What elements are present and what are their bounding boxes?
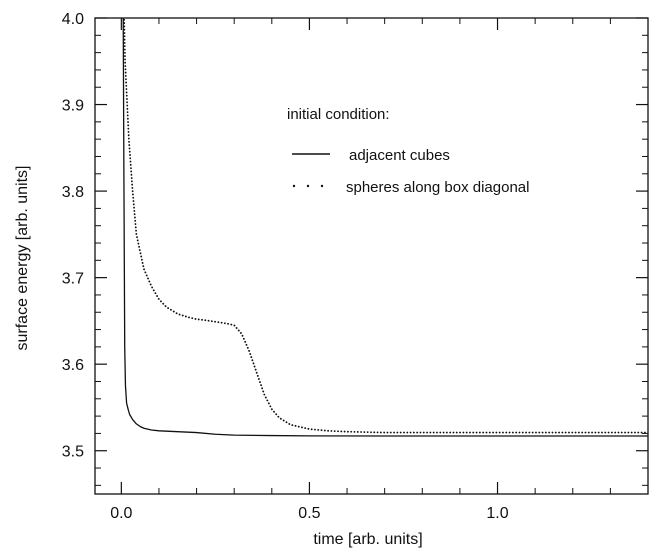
legend-label-adjacent-cubes: adjacent cubes: [349, 147, 450, 164]
minor-ticks: [95, 18, 649, 494]
legend-swatch-spheres: [292, 184, 324, 188]
series-line-spheres-along-box-diagonal: [123, 18, 648, 434]
major-ticks: [95, 17, 648, 494]
y-tick-labels: 3.5 3.6 3.7 3.8 3.9 4.0: [62, 11, 84, 461]
x-axis-label: time [arb. units]: [313, 531, 422, 548]
series-layer: [122, 18, 648, 437]
y-tick-label: 3.9: [62, 98, 84, 115]
y-tick-label: 3.5: [62, 444, 84, 461]
y-tick-label: 3.6: [62, 357, 84, 374]
legend: initial condition: adjacent cubes sphere…: [287, 106, 529, 196]
x-tick-label: 1.0: [486, 505, 508, 522]
y-axis-label: surface energy [arb. units]: [14, 166, 31, 351]
legend-dot: [306, 184, 310, 188]
series-line-adjacent-cubes: [122, 18, 648, 437]
x-tick-label: 0.5: [298, 505, 320, 522]
legend-dot: [320, 184, 324, 188]
x-tick-labels: 0.0 0.5 1.0: [110, 505, 509, 522]
legend-dot: [292, 184, 296, 188]
y-tick-label: 3.8: [62, 184, 84, 201]
legend-title: initial condition:: [287, 106, 390, 123]
plot-frame: [94, 17, 649, 495]
x-tick-label: 0.0: [110, 505, 132, 522]
y-tick-label: 4.0: [62, 11, 84, 28]
y-tick-label: 3.7: [62, 271, 84, 288]
legend-label-spheres: spheres along box diagonal: [346, 179, 529, 196]
